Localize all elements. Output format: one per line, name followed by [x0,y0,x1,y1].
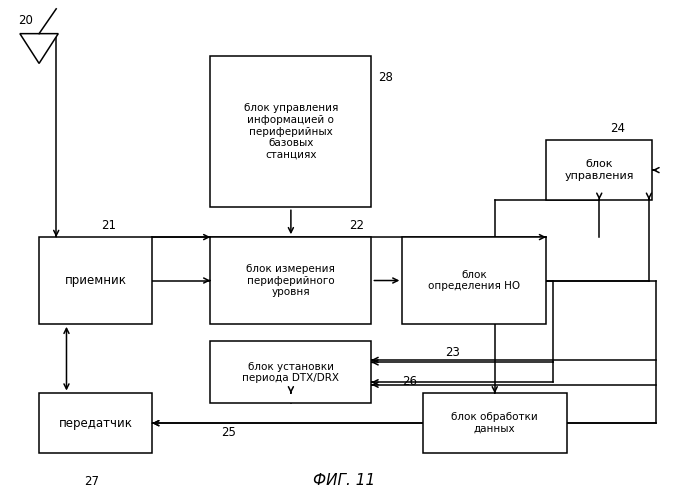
Text: передатчик: передатчик [58,417,133,430]
Bar [211,56,372,207]
Bar [211,237,372,324]
Text: 24: 24 [610,122,625,135]
Text: 20: 20 [19,14,34,27]
Text: блок обработки
данных: блок обработки данных [451,412,538,434]
Text: 28: 28 [378,71,393,84]
Text: блок установки
периода DTX/DRX: блок установки периода DTX/DRX [242,361,339,383]
Text: блок
управления: блок управления [564,159,634,181]
Text: 22: 22 [350,219,365,232]
Bar [39,393,152,453]
Bar [423,393,567,453]
Text: 27: 27 [85,475,99,489]
Text: 21: 21 [101,219,116,232]
Text: 23: 23 [445,346,460,359]
Text: 25: 25 [221,426,235,439]
Bar [211,341,372,403]
Bar [546,140,652,200]
Text: блок
определения НО: блок определения НО [428,270,520,291]
Bar [402,237,546,324]
Text: ФИГ. 11: ФИГ. 11 [313,473,375,488]
Bar [39,237,152,324]
Text: блок измерения
периферийного
уровня: блок измерения периферийного уровня [246,264,335,297]
Text: приемник: приемник [65,274,127,287]
Polygon shape [20,33,58,63]
Text: блок управления
информацией о
периферийных
базовых
станциях: блок управления информацией о периферийн… [244,103,338,160]
Text: 26: 26 [402,375,417,388]
